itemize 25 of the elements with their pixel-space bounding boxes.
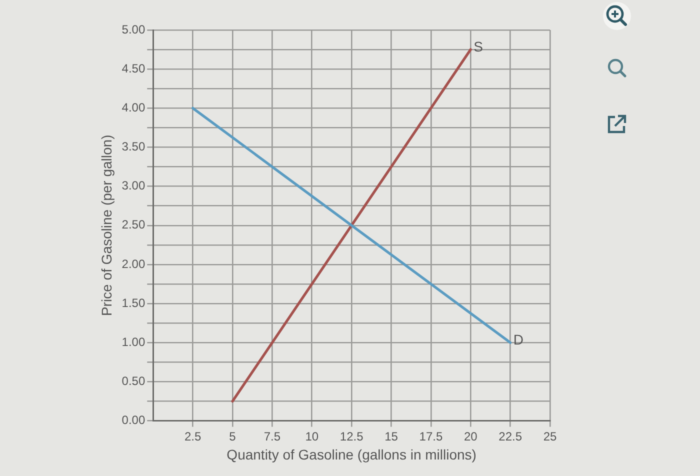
- y-tick-label: 3.00: [122, 178, 146, 193]
- x-tick-label: 15: [384, 429, 398, 444]
- y-axis-title: Price of Gasoline (per gallon): [98, 134, 114, 316]
- x-tick-label: 25: [543, 429, 557, 444]
- y-tick-label: 4.50: [122, 61, 146, 76]
- y-tick-label: 0.00: [122, 413, 146, 428]
- x-tick-label: 12.5: [340, 429, 364, 444]
- y-tick-label: 1.00: [122, 334, 146, 349]
- x-tick-label: 22.5: [498, 429, 522, 444]
- y-tick-label: 4.00: [122, 100, 146, 114]
- y-tick-label: 2.00: [122, 256, 146, 271]
- y-tick-label: 1.50: [122, 296, 146, 310]
- x-tick-label: 2.5: [184, 429, 202, 444]
- x-tick-label: 10: [305, 429, 319, 444]
- y-tick-label: 2.50: [122, 218, 146, 232]
- x-tick-label: 20: [464, 429, 478, 444]
- x-tick-label: 5: [229, 429, 236, 444]
- x-tick-label: 7.5: [264, 429, 281, 444]
- x-axis-title: Quantity of Gasoline (gallons in millions): [226, 446, 476, 462]
- series-label: S: [474, 38, 483, 54]
- y-tick-label: 5.00: [122, 22, 146, 36]
- y-tick-label: 3.50: [122, 140, 146, 154]
- y-tick-label: 0.50: [122, 374, 146, 388]
- x-tick-label: 17.5: [419, 429, 443, 444]
- series-label: D: [513, 332, 524, 348]
